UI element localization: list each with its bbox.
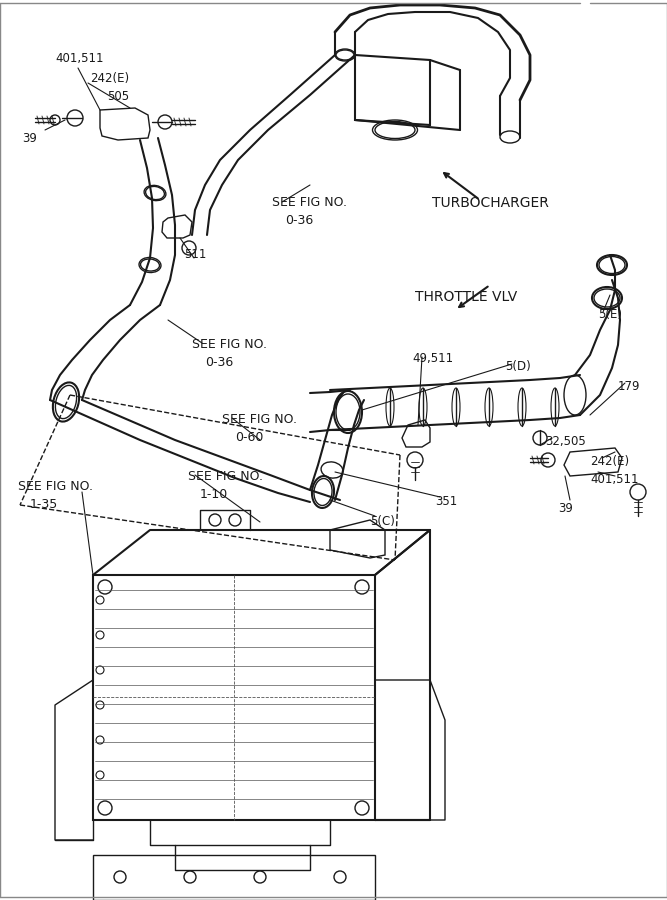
Text: 401,511: 401,511	[590, 473, 638, 486]
Text: SEE FIG NO.: SEE FIG NO.	[192, 338, 267, 351]
Text: 179: 179	[618, 380, 640, 393]
Text: 1-35: 1-35	[30, 498, 58, 511]
Text: 39: 39	[558, 502, 573, 515]
Text: 0-36: 0-36	[205, 356, 233, 369]
Text: 351: 351	[435, 495, 458, 508]
Text: 49,511: 49,511	[412, 352, 453, 365]
Text: THROTTLE VLV: THROTTLE VLV	[415, 290, 517, 304]
Text: 511: 511	[184, 248, 206, 261]
Text: 32,505: 32,505	[545, 435, 586, 448]
Text: 0-36: 0-36	[285, 214, 313, 227]
Text: 5(E): 5(E)	[598, 308, 622, 321]
Text: TURBOCHARGER: TURBOCHARGER	[432, 196, 549, 210]
Text: 5(C): 5(C)	[370, 515, 395, 528]
Text: 1-10: 1-10	[200, 488, 228, 501]
Text: SEE FIG NO.: SEE FIG NO.	[188, 470, 263, 483]
Text: 242(E): 242(E)	[90, 72, 129, 85]
Text: 242(E): 242(E)	[590, 455, 629, 468]
Text: 505: 505	[107, 90, 129, 103]
Text: SEE FIG NO.: SEE FIG NO.	[18, 480, 93, 493]
Text: 39: 39	[22, 132, 37, 145]
Text: SEE FIG NO.: SEE FIG NO.	[272, 196, 347, 209]
Text: SEE FIG NO.: SEE FIG NO.	[222, 413, 297, 426]
Text: 401,511: 401,511	[55, 52, 103, 65]
Text: 0-60: 0-60	[235, 431, 263, 444]
Text: 5(D): 5(D)	[505, 360, 531, 373]
